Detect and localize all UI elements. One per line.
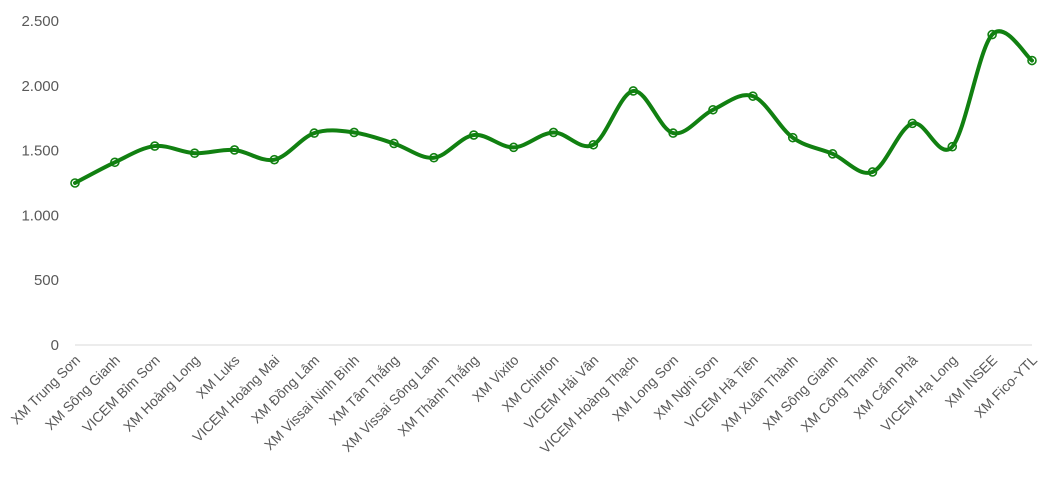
data-point [70, 178, 80, 188]
y-tick-label: 2.000 [21, 78, 59, 95]
data-point [309, 128, 320, 138]
data-point [149, 141, 160, 151]
y-axis: 0 500 1.000 1.500 2.000 2.500 [21, 13, 59, 354]
data-point [1027, 55, 1037, 66]
y-tick-label: 0 [51, 337, 59, 354]
data-point [947, 141, 958, 152]
x-tick-label: XM Tân Thắng [326, 352, 402, 428]
data-point [468, 130, 479, 140]
data-point [189, 148, 200, 158]
data-point [229, 145, 240, 155]
data-point [548, 127, 559, 138]
data-point [588, 139, 599, 150]
y-tick-label: 1.000 [21, 207, 59, 224]
y-tick-label: 2.500 [21, 13, 59, 30]
data-point [787, 132, 798, 143]
data-point [389, 138, 399, 149]
data-point [668, 128, 678, 138]
data-point [748, 91, 758, 101]
data-point [269, 154, 280, 165]
data-point [867, 167, 878, 177]
data-point [987, 29, 997, 40]
series-markers [70, 29, 1037, 188]
data-point [628, 86, 639, 96]
y-tick-label: 1.500 [21, 143, 59, 160]
data-point [349, 127, 359, 138]
data-point [708, 104, 718, 115]
data-point [429, 152, 439, 163]
series-line [73, 29, 1034, 185]
data-point [508, 142, 519, 153]
y-tick-label: 500 [34, 272, 59, 289]
data-point [827, 149, 838, 159]
data-point [907, 118, 918, 129]
data-point [110, 157, 120, 168]
x-tick-label: XM Trung Sơn [8, 352, 84, 428]
